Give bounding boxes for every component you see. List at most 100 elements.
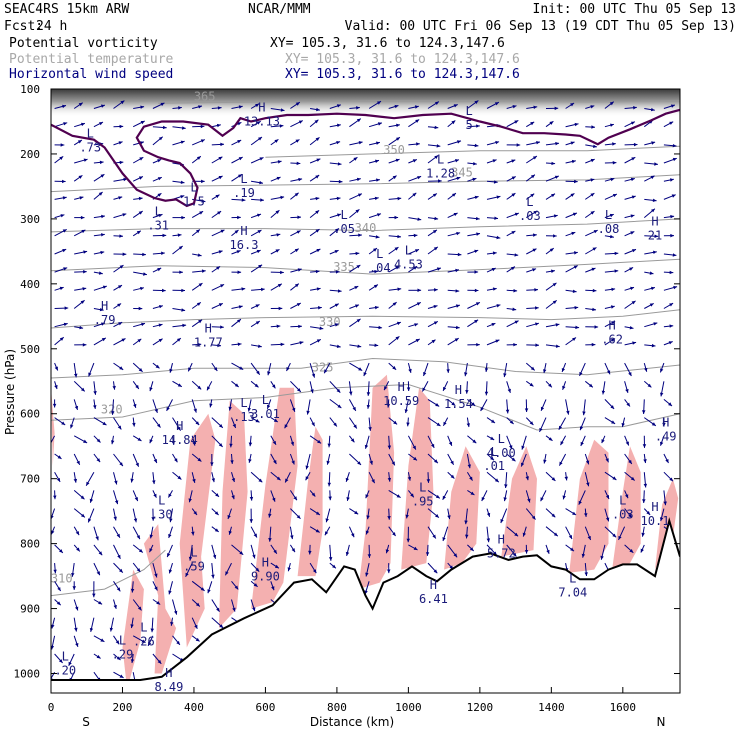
wind-arrowhead-164 [138, 196, 143, 201]
wind-arrowhead-135 [201, 179, 205, 184]
hl-value-8: .79 [94, 313, 116, 327]
wind-arrowhead-402 [414, 323, 419, 327]
wind-arrowhead-368 [374, 305, 379, 310]
wind-arrowhead-835 [75, 606, 79, 611]
wind-arrowhead-88 [536, 141, 540, 145]
wind-arrowhead-180 [452, 193, 456, 197]
wind-arrowhead-11 [280, 108, 285, 112]
wind-arrowhead-623 [357, 461, 361, 465]
wind-arrowhead-342 [492, 287, 497, 291]
wind-arrowhead-519 [193, 408, 197, 413]
wind-arrowhead-632 [521, 462, 525, 467]
hl-letter-8: H [101, 299, 108, 313]
hl-letter-2: L [140, 620, 147, 634]
wind-arrowhead-121 [551, 161, 556, 166]
wind-arrowhead-419 [121, 338, 126, 342]
wind-arrowhead-148 [456, 176, 461, 181]
wind-arrowhead-163 [118, 196, 123, 200]
wind-arrowhead-406 [491, 323, 496, 327]
wind-arrowhead-201 [237, 215, 241, 220]
hl-letter-18: L [340, 208, 347, 222]
wind-arrowhead-229 [162, 233, 167, 238]
y-tick-label-800: 800 [20, 538, 40, 551]
wind-arrowhead-31 [670, 104, 675, 108]
wind-arrowhead-253 [630, 231, 635, 235]
wind-arrowhead-292 [143, 272, 147, 276]
hl-letter-12: L [240, 172, 247, 186]
x-tick-label-1200: 1200 [467, 701, 494, 714]
wind-arrowhead-451 [119, 366, 124, 370]
wind-arrowhead-228 [136, 230, 141, 235]
wind-arrowhead-211 [434, 216, 439, 221]
wind-arrowhead-156 [610, 177, 615, 182]
wind-arrowhead-185 [551, 193, 555, 198]
wind-arrowhead-756 [442, 537, 446, 541]
wind-arrowhead-361 [238, 305, 243, 309]
wind-arrowhead-345 [552, 282, 557, 287]
wind-arrowhead-175 [357, 193, 362, 197]
wind-arrowhead-353 [80, 300, 85, 304]
wind-arrowhead-0 [62, 104, 66, 109]
hl-letter-7: H [205, 322, 212, 336]
wind-arrowhead-5 [160, 102, 165, 107]
wind-arrowhead-719 [354, 510, 359, 515]
wind-arrowhead-81 [396, 137, 400, 141]
wind-arrowhead-844 [252, 607, 256, 612]
shaded-region-2 [179, 413, 216, 648]
wind-arrowhead-321 [82, 287, 87, 291]
wind-arrowhead-822 [72, 586, 76, 590]
wind-arrowhead-487 [197, 385, 202, 390]
wind-arrowhead-124 [612, 161, 617, 165]
wind-arrowhead-679 [188, 498, 192, 503]
hl-value-36: 10.1 [641, 514, 670, 528]
hl-letter-34: H [608, 318, 615, 332]
wind-arrowhead-429 [316, 339, 321, 343]
wind-arrowhead-695 [503, 497, 507, 502]
wind-arrowhead-155 [590, 178, 595, 182]
wind-arrowhead-577 [83, 439, 88, 443]
wind-arrowhead-482 [93, 391, 97, 395]
x-tick-label-200: 200 [113, 701, 133, 714]
wind-arrowhead-827 [168, 590, 172, 595]
wind-arrowhead-545 [70, 424, 74, 429]
wind-arrowhead-372 [455, 304, 460, 308]
wind-arrowhead-516 [133, 403, 137, 408]
wind-arrowhead-489 [234, 383, 239, 387]
wind-arrowhead-370 [416, 302, 421, 306]
wind-arrowhead-836 [98, 601, 103, 605]
wind-arrowhead-806 [185, 572, 189, 577]
wind-arrowhead-694 [481, 497, 485, 501]
hl-value-32: .03 [612, 508, 634, 522]
wind-arrowhead-556 [284, 424, 288, 429]
wind-arrowhead-721 [387, 516, 391, 520]
wind-arrowhead-204 [297, 215, 301, 219]
wind-arrowhead-563 [436, 422, 441, 426]
theta-line-365 [158, 100, 680, 104]
wind-arrowhead-653 [305, 476, 309, 481]
wind-arrowhead-32 [63, 122, 68, 126]
wind-arrowhead-335 [354, 286, 359, 290]
wind-arrowhead-645 [152, 480, 156, 485]
wind-arrowhead-743 [191, 531, 195, 536]
wind-arrowhead-468 [446, 369, 450, 373]
wind-arrowhead-513 [74, 405, 79, 410]
wind-arrowhead-560 [368, 427, 372, 431]
wind-arrowhead-269 [316, 249, 321, 253]
wind-arrowhead-410 [575, 325, 580, 330]
wind-arrowhead-233 [234, 230, 239, 234]
wind-arrowhead-517 [154, 408, 158, 413]
wind-arrowhead-781 [308, 550, 312, 555]
wind-arrowhead-559 [353, 424, 357, 429]
wind-arrowhead-297 [237, 270, 242, 274]
wind-arrowhead-431 [357, 344, 362, 348]
wind-arrowhead-178 [412, 192, 417, 197]
wind-arrowhead-375 [512, 307, 517, 311]
wind-arrowhead-619 [273, 460, 277, 464]
wind-arrowhead-247 [511, 231, 516, 235]
wind-arrowhead-479 [660, 368, 664, 373]
wind-arrowhead-302 [335, 270, 340, 274]
wind-arrowhead-15 [356, 106, 360, 110]
high-low-labels: L.20L.29L.26H8.49L.30L.59H14.84H1.77H.79… [54, 101, 676, 693]
wind-arrowhead-190 [652, 198, 657, 202]
wind-arrowhead-714 [249, 519, 253, 523]
